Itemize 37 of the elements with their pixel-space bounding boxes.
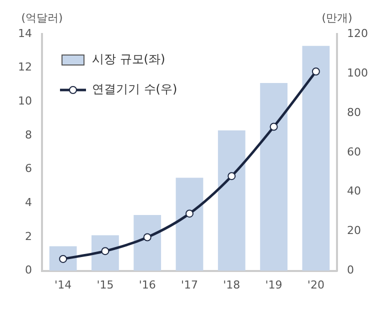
point: [186, 210, 194, 218]
y2-tick-label: 100: [347, 66, 368, 80]
y-tick-label: 6: [24, 162, 32, 176]
point: [143, 233, 152, 242]
point: [101, 247, 110, 256]
y2-tick-label: 0: [347, 264, 354, 277]
bar: [176, 178, 204, 271]
bar: [302, 46, 330, 271]
legend-label: 시장 규모(좌): [92, 52, 166, 66]
x-tick-label: '20: [307, 278, 324, 292]
y2-tick-label: 120: [347, 26, 368, 40]
point: [228, 172, 236, 180]
y-tick-label: 10: [18, 94, 32, 108]
x-tick-label: '17: [180, 278, 198, 292]
y2-tick-label: 20: [347, 224, 362, 238]
bar: [134, 214, 162, 271]
y-tick-label: 14: [18, 26, 32, 40]
y-tick-label: 8: [24, 128, 32, 142]
x-tick-label: '16: [138, 278, 156, 292]
y2-tick-label: 40: [347, 184, 362, 198]
x-tick-label: '15: [96, 278, 114, 292]
point: [270, 122, 278, 131]
x-tick-label: '14: [54, 278, 72, 292]
bar: [218, 130, 246, 271]
y-tick-label: 2: [24, 230, 32, 243]
y-tick-label: 12: [18, 60, 32, 74]
y2-tick-label: 80: [347, 106, 362, 119]
bar: [260, 83, 288, 271]
y-tick-label: 4: [24, 196, 32, 209]
legend-label: 연결기기 수(우): [92, 82, 178, 96]
y-axis-title: (억달러): [21, 11, 63, 24]
y2-axis-title: (만개): [322, 11, 352, 24]
x-tick-label: '19: [265, 278, 282, 292]
y-tick-label: 0: [24, 264, 32, 277]
y2-tick-label: 60: [347, 145, 362, 158]
x-tick-label: '18: [223, 278, 240, 292]
point: [312, 67, 320, 76]
